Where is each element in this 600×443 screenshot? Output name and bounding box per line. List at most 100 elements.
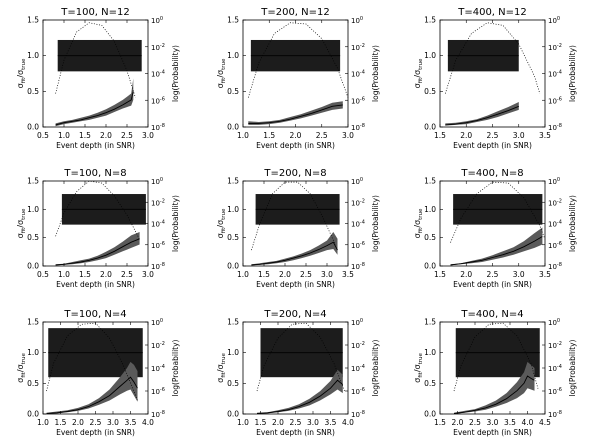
median-line (46, 376, 138, 414)
y2-axis-label: log(Probability) (171, 45, 180, 102)
y2-tick-label: 10-2 (351, 198, 365, 207)
y2-tick-label: 100 (151, 177, 163, 186)
panel: T=400, N=12 1.5 2.0 2.5 3.0 3.5 Event depth (i… (413, 7, 577, 150)
plot-frame (42, 19, 149, 128)
y2-axis-label: log(Probability) (371, 195, 380, 252)
x-tick-label: 3.0 (307, 418, 319, 427)
y2-tick-label: 10-2 (151, 341, 165, 350)
x-tick-label: 2.5 (121, 131, 133, 140)
x-tick-label: 1.5 (79, 131, 91, 140)
y2-axis-label: log(Probability) (171, 339, 180, 396)
x-tick-label: 2.0 (100, 270, 112, 279)
median-line (450, 236, 543, 266)
x-tick-label: 1.0 (37, 418, 49, 427)
x-tick-label: 4.0 (142, 418, 154, 427)
y-tick-label: 1.0 (227, 205, 239, 214)
y2-axis-label: log(Probability) (371, 339, 380, 396)
y-tick-label: 0.5 (27, 87, 39, 96)
y-axis-label: σfit/σtrue (413, 208, 424, 238)
x-tick-label: 1.0 (58, 270, 70, 279)
y2-tick-label: 10-2 (548, 43, 562, 52)
x-tick-label: 3.5 (504, 418, 516, 427)
y-tick-label: 1.5 (27, 16, 39, 25)
y-tick-label: 0.0 (424, 410, 436, 419)
y-tick-label: 1.0 (424, 205, 436, 214)
confidence-band (450, 227, 543, 266)
y-tick-label: 0.0 (27, 123, 39, 132)
x-tick-label: 2.0 (272, 418, 284, 427)
x-tick-label: 3.0 (142, 131, 154, 140)
panel-title: T=100, N=8 (63, 168, 126, 179)
x-tick-label: 3.5 (325, 418, 337, 427)
y-tick-label: 1.5 (424, 177, 436, 186)
y2-tick-label: 10-6 (151, 96, 165, 105)
probability-curve (46, 322, 138, 401)
x-tick-label: 1.5 (79, 270, 91, 279)
plot-frame (242, 19, 349, 128)
y-axis-label: σfit/σtrue (216, 353, 227, 383)
y-tick-label: 0.5 (424, 87, 436, 96)
confidence-band (46, 361, 138, 414)
y-tick-label: 0.0 (424, 262, 436, 271)
y2-tick-label: 10-6 (548, 241, 562, 250)
x-axis-label: Event depth (in SNR) (453, 280, 532, 289)
y2-axis-label: log(Probability) (171, 195, 180, 252)
x-tick-label: 1.5 (263, 131, 275, 140)
probability-curve (55, 180, 140, 240)
y-axis-label: σfit/σtrue (216, 58, 227, 88)
y-axis-label: σfit/σtrue (413, 58, 424, 88)
x-tick-label: 1.0 (237, 418, 249, 427)
x-tick-label: 2.0 (290, 131, 302, 140)
median-line (251, 241, 338, 266)
panel: T=100, N=12 0.5 1.0 1.5 2.0 2.5 3.0 Event depth… (16, 7, 180, 150)
panel: T=200, N=12 1.0 1.5 2.0 2.5 3.0 Event depth (i… (216, 7, 380, 150)
median-line (453, 375, 535, 414)
y-tick-label: 0.5 (27, 233, 39, 242)
y2-tick-label: 100 (351, 177, 363, 186)
plot-frame (439, 19, 546, 128)
y2-tick-label: 100 (351, 318, 363, 327)
y2-axis-label: log(Probability) (568, 339, 577, 396)
confidence-band (248, 101, 343, 125)
x-tick-label: 2.5 (121, 270, 133, 279)
y-tick-label: 1.0 (27, 348, 39, 357)
x-tick-label: 3.5 (539, 131, 551, 140)
x-tick-label: 1.0 (58, 131, 70, 140)
x-tick-label: 2.0 (72, 418, 84, 427)
y-tick-label: 0.0 (27, 410, 39, 419)
y-tick-label: 1.0 (424, 348, 436, 357)
confidence-band (251, 232, 338, 266)
y-tick-label: 1.5 (424, 16, 436, 25)
x-tick-label: 2.0 (460, 270, 472, 279)
y2-tick-label: 10-4 (151, 364, 165, 373)
y-tick-label: 0.5 (227, 379, 239, 388)
x-tick-label: 4.0 (522, 418, 534, 427)
x-axis-label: Event depth (in SNR) (256, 141, 335, 150)
y2-tick-label: 100 (351, 16, 363, 25)
y2-tick-label: 100 (151, 16, 163, 25)
panel: T=400, N=8 1.5 2.0 2.5 3.0 3.5 Event depth (in… (413, 168, 577, 289)
confidence-band (55, 232, 140, 266)
y-tick-label: 1.0 (27, 205, 39, 214)
y-tick-label: 1.0 (424, 51, 436, 60)
y2-tick-label: 10-8 (351, 262, 365, 271)
x-axis-label: Event depth (in SNR) (56, 428, 135, 437)
y2-tick-label: 10-4 (548, 70, 562, 79)
x-tick-label: 2.0 (460, 131, 472, 140)
y2-tick-label: 10-4 (151, 220, 165, 229)
y-tick-label: 1.0 (227, 51, 239, 60)
x-tick-label: 1.5 (434, 270, 446, 279)
probability-curve (256, 322, 345, 392)
y2-tick-label: 10-6 (151, 387, 165, 396)
x-tick-label: 2.5 (316, 131, 328, 140)
y2-axis-label: log(Probability) (568, 195, 577, 252)
y2-tick-label: 10-2 (548, 341, 562, 350)
y2-tick-label: 10-6 (351, 96, 365, 105)
x-tick-label: 3.0 (513, 131, 525, 140)
y2-tick-label: 10-6 (548, 387, 562, 396)
x-tick-label: 0.5 (37, 270, 49, 279)
x-tick-label: 2.5 (487, 270, 499, 279)
x-tick-label: 3.0 (487, 418, 499, 427)
y2-tick-label: 10-8 (548, 410, 562, 419)
y-tick-label: 1.5 (27, 177, 39, 186)
